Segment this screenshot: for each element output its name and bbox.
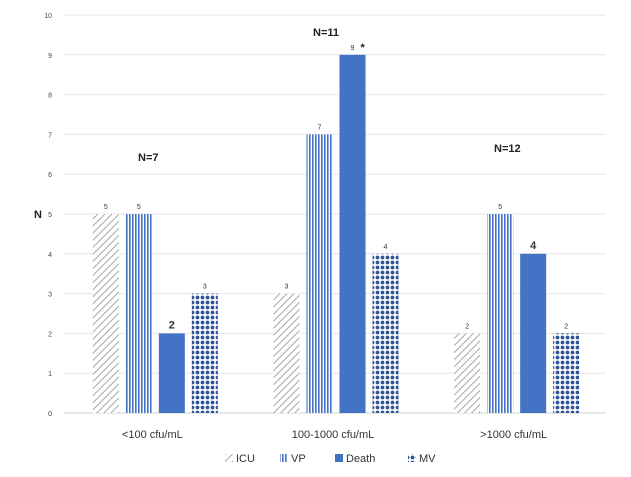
data-label: 5 <box>137 204 141 211</box>
bar-vp <box>487 214 514 413</box>
y-tick-label: 9 <box>48 53 52 60</box>
group-label: N=7 <box>138 152 159 164</box>
bar-icu <box>454 333 481 413</box>
data-label: 5 <box>498 204 502 211</box>
data-label: 2 <box>169 319 175 331</box>
significance-annotation: * <box>361 42 366 54</box>
y-tick-label: 4 <box>48 252 52 259</box>
legend-swatch-icu <box>225 454 233 462</box>
x-tick-label: 100-1000 cfu/mL <box>292 429 375 441</box>
group-label: N=12 <box>494 143 521 155</box>
bar-icu <box>273 293 300 413</box>
data-label: 2 <box>564 323 568 330</box>
y-tick-label: 5 <box>48 212 52 219</box>
bar-vp <box>306 134 333 413</box>
data-label: 4 <box>530 240 537 252</box>
y-axis-label: N <box>34 209 42 221</box>
y-tick-label: 10 <box>44 13 52 20</box>
x-tick-label: >1000 cfu/mL <box>480 429 547 441</box>
bar-mv <box>191 293 218 413</box>
legend-label: Death <box>346 453 375 465</box>
data-label: 9 <box>351 45 355 52</box>
data-label: 2 <box>465 323 469 330</box>
y-tick-label: 8 <box>48 93 52 100</box>
bar-death <box>158 333 185 413</box>
legend-label: VP <box>291 453 306 465</box>
group-label: N=11 <box>313 27 339 39</box>
bar-death <box>520 253 547 413</box>
x-tick-label: <100 cfu/mL <box>122 429 183 441</box>
legend-swatch-vp <box>280 454 288 462</box>
legend: ICU VP Death MV <box>225 453 436 465</box>
legend-swatch-mv <box>408 454 416 462</box>
data-label: 4 <box>384 244 388 251</box>
bar-mv <box>372 253 399 413</box>
y-tick-label: 7 <box>48 132 52 139</box>
data-label: 5 <box>104 204 108 211</box>
legend-label: MV <box>419 453 436 465</box>
data-label: 3 <box>203 284 207 291</box>
y-tick-label: 2 <box>48 331 52 338</box>
y-tick-label: 6 <box>48 172 52 179</box>
data-label: 7 <box>318 124 322 131</box>
bar-vp <box>125 214 152 413</box>
legend-swatch-death <box>335 454 343 462</box>
y-tick-label: 0 <box>48 411 52 418</box>
data-label: 3 <box>285 284 289 291</box>
bar-icu <box>92 214 119 413</box>
bar-death <box>339 54 366 414</box>
legend-label: ICU <box>236 453 255 465</box>
y-tick-label: 3 <box>48 292 52 299</box>
y-tick-label: 1 <box>48 371 52 378</box>
bar-mv <box>553 333 580 413</box>
